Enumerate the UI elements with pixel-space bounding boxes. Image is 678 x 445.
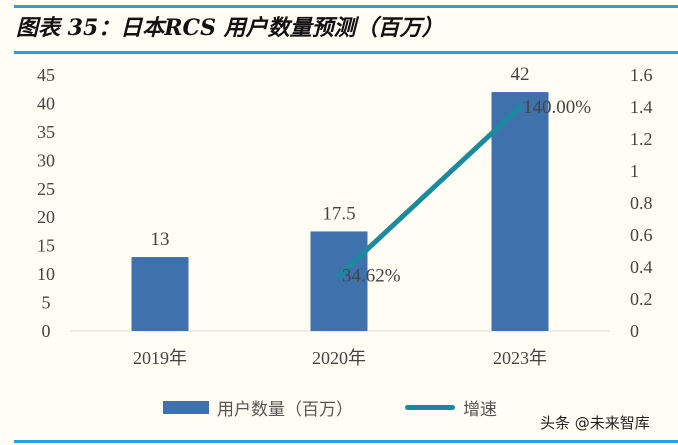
y-left-tick-label: 40 bbox=[37, 93, 55, 113]
bar bbox=[310, 231, 368, 331]
y-right-tick-label: 1.4 bbox=[630, 97, 653, 117]
legend-bar-swatch bbox=[163, 401, 209, 414]
chart-title: 图表 35：日本RCS 用户数量预测（百万） bbox=[16, 15, 444, 41]
y-right-tick-label: 0.8 bbox=[630, 193, 653, 213]
bar-data-label: 42 bbox=[511, 64, 530, 85]
legend-line-swatch bbox=[405, 405, 455, 410]
line-data-label: 140.00% bbox=[523, 97, 591, 118]
growth-line bbox=[336, 104, 523, 279]
y-right-tick-label: 0.6 bbox=[630, 225, 653, 245]
y-right-tick-label: 1.2 bbox=[630, 129, 653, 149]
y-left-tick-label: 20 bbox=[37, 207, 55, 227]
y-left-tick-label: 30 bbox=[37, 150, 55, 170]
y-left-tick-label: 15 bbox=[37, 236, 55, 256]
legend: 用户数量（百万） 增速 bbox=[163, 395, 497, 420]
bottom-rule bbox=[14, 440, 678, 443]
legend-line-label: 增速 bbox=[463, 400, 497, 420]
watermark: 头条 @未来智库 bbox=[540, 414, 650, 432]
bar-data-label: 17.5 bbox=[322, 203, 355, 224]
y-right-tick-label: 0 bbox=[630, 321, 639, 341]
y-left-tick-label: 0 bbox=[42, 321, 51, 341]
x-tick-label: 2019年 bbox=[133, 348, 187, 368]
y-right-tick-label: 0.4 bbox=[630, 257, 653, 277]
bar bbox=[131, 257, 189, 331]
y-right-tick-label: 1 bbox=[630, 161, 639, 181]
y-right-tick-label: 1.6 bbox=[630, 65, 653, 85]
line-data-label: 34.62% bbox=[342, 266, 401, 287]
y-right-tick-label: 0.2 bbox=[630, 289, 653, 309]
y-left-tick-label: 25 bbox=[37, 179, 55, 199]
y-left-tick-label: 5 bbox=[42, 293, 51, 313]
y-left-tick-label: 10 bbox=[37, 264, 55, 284]
x-tick-label: 2023年 bbox=[493, 348, 547, 368]
bar bbox=[491, 92, 549, 331]
x-tick-label: 2020年 bbox=[312, 348, 366, 368]
title-rule bbox=[14, 51, 678, 54]
legend-bar-label: 用户数量（百万） bbox=[217, 400, 353, 420]
y-left-tick-label: 35 bbox=[37, 122, 55, 142]
y-left-tick-label: 45 bbox=[37, 65, 55, 85]
bar-data-label: 13 bbox=[151, 229, 170, 250]
top-rule bbox=[14, 5, 678, 8]
